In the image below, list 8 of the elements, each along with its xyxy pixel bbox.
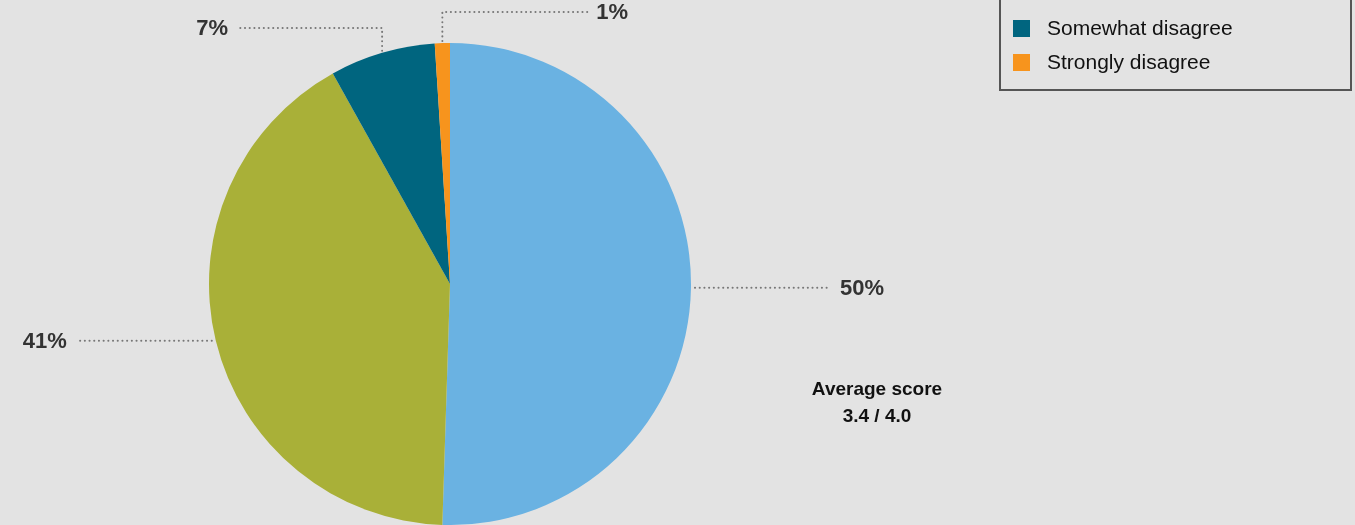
legend-label: Strongly disagree — [1047, 49, 1211, 75]
data-label: 7% — [196, 15, 229, 41]
text: 3.4 / 4.0 — [841, 404, 913, 428]
text: Average score — [810, 377, 944, 401]
data-label: 1% — [596, 0, 629, 25]
data-label: 41% — [22, 327, 67, 353]
legend-label: Somewhat disagree — [1047, 15, 1233, 41]
data-label: 50% — [839, 274, 885, 300]
